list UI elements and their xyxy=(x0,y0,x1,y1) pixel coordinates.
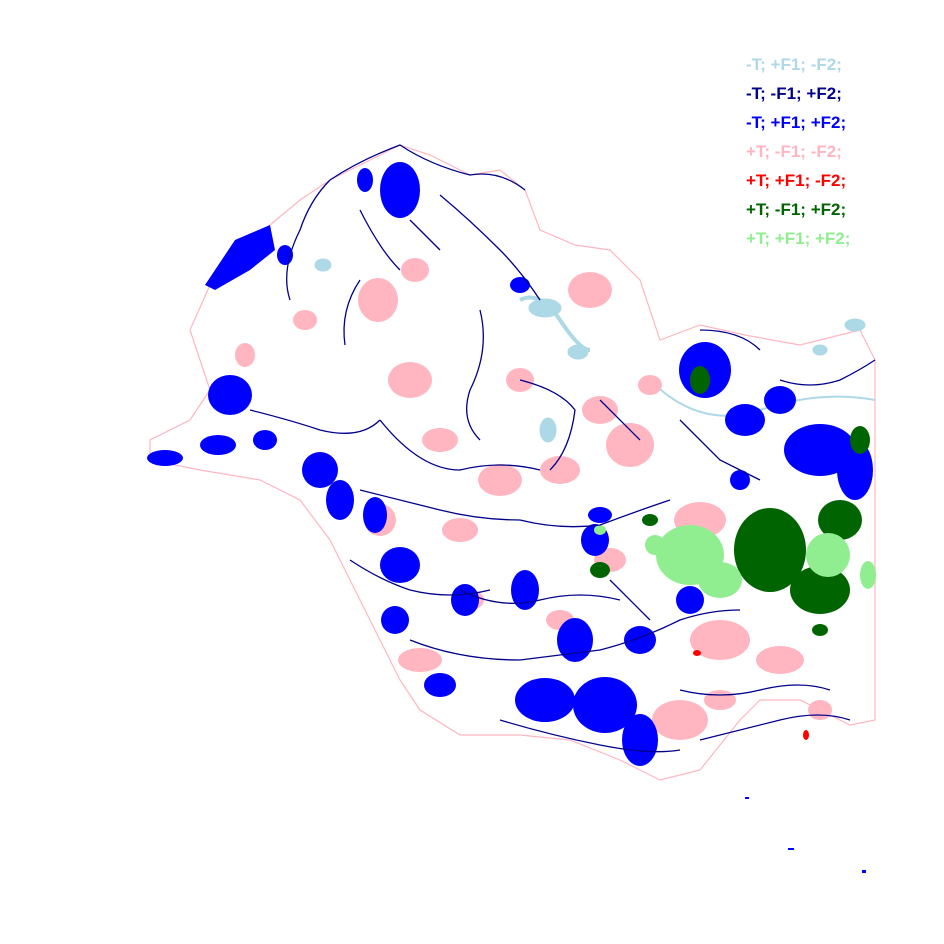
dark-green-zones xyxy=(590,366,870,636)
legend-item: +T; -F1; +F2; xyxy=(746,200,847,219)
legend-item: -T; -F1; +F2; xyxy=(746,84,842,103)
river-network xyxy=(249,144,876,753)
map-legend: -T; +F1; -F2; -T; -F1; +F2; -T; +F1; +F2… xyxy=(746,50,850,253)
legend-item: +T; +F1; +F2; xyxy=(746,229,851,248)
pink-zones xyxy=(235,258,832,740)
red-zones xyxy=(693,650,809,740)
island-fragments xyxy=(745,797,866,873)
light-blue-zones xyxy=(314,258,876,443)
legend-item: +T; +F1; -F2; xyxy=(746,171,847,190)
region-outline xyxy=(149,144,876,781)
legend-item: -T; +F1; +F2; xyxy=(746,113,847,132)
light-green-zones xyxy=(594,525,876,598)
legend-item: +T; -F1; -F2; xyxy=(746,142,842,161)
legend-item: -T; +F1; -F2; xyxy=(746,55,842,74)
